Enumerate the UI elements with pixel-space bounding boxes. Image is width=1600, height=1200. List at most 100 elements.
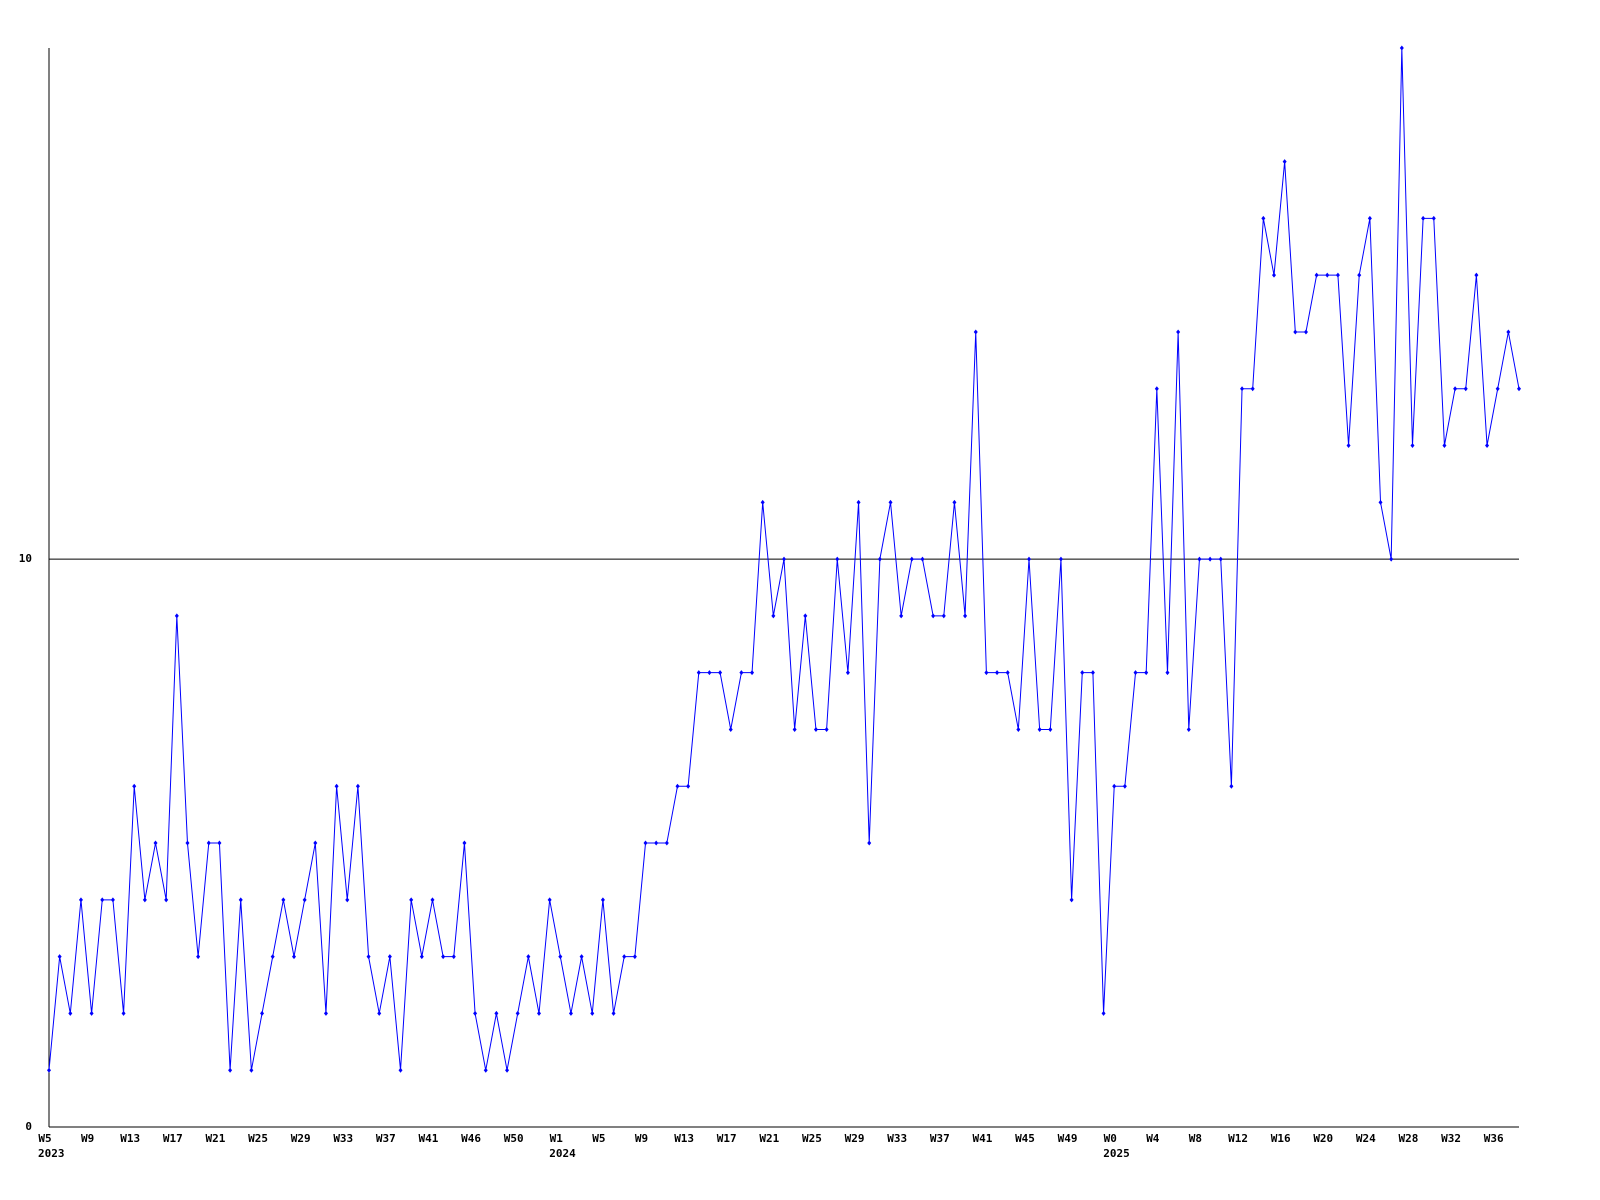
point [228,1067,233,1073]
point [164,897,169,903]
point [920,556,925,562]
x-tick-label: W45 [1015,1132,1035,1145]
point [281,897,286,903]
x-tick-label: W49 [1058,1132,1078,1145]
point [835,556,840,562]
point [1005,670,1010,676]
point [973,329,978,335]
point [142,897,147,903]
point [718,670,723,676]
point [1399,45,1404,51]
point [1293,329,1298,335]
x-tick-label: W8 [1189,1132,1202,1145]
x-tick-label: W29 [845,1132,865,1145]
point [249,1067,254,1073]
point [664,840,669,846]
point [494,1010,499,1016]
point [931,613,936,619]
point [89,1010,94,1016]
x-year-label: 2024 [549,1147,576,1160]
x-tick-label: W9 [81,1132,94,1145]
point [1048,726,1053,732]
point [963,613,968,619]
point [1144,670,1149,676]
point [1389,556,1394,562]
x-year-label: 2023 [38,1147,65,1160]
point [238,897,243,903]
point [1261,215,1266,221]
point [782,556,786,562]
point [132,783,137,789]
point [302,897,307,903]
point [1122,783,1127,789]
point [654,840,659,846]
x-tick-label: W13 [120,1132,140,1145]
point [1314,272,1319,278]
point [121,1010,126,1016]
point [1410,443,1415,449]
point [995,670,1000,676]
point [856,499,861,505]
point [568,1010,573,1016]
point [292,954,296,960]
point [877,556,882,562]
point [1240,386,1245,392]
point [1027,556,1031,562]
point [1303,329,1308,335]
point [473,1010,478,1016]
x-tick-label: W33 [333,1132,353,1145]
point [760,499,765,505]
point [174,613,179,619]
point [824,726,829,732]
point [952,499,957,505]
point [1112,783,1117,789]
point [387,954,392,960]
x-tick-label: W21 [759,1132,779,1145]
x-tick-label: W32 [1441,1132,1461,1145]
point [1133,670,1138,676]
point [78,897,83,903]
point [1218,556,1223,562]
point [1154,386,1159,392]
point [409,897,414,903]
x-tick-label: W4 [1146,1132,1160,1145]
x-tick-label: W13 [674,1132,694,1145]
point [590,1010,595,1016]
point [1080,670,1085,676]
point [57,954,62,960]
x-tick-label: W17 [717,1132,737,1145]
point [1325,272,1330,278]
point [441,954,446,960]
point [984,670,989,676]
point [899,613,904,619]
point [483,1067,488,1073]
x-tick-label: W0 [1104,1132,1117,1145]
point [845,670,850,676]
point [1016,726,1021,732]
point [1463,386,1468,392]
point [1165,670,1170,676]
point [1037,726,1042,732]
point [739,670,744,676]
point [68,1010,73,1016]
point [1272,272,1276,278]
point [355,783,360,789]
point [728,726,733,732]
point [1517,386,1521,392]
point [611,1010,616,1016]
point [643,840,648,846]
point [196,954,201,960]
point [1229,783,1234,789]
point [345,897,350,903]
point [1431,215,1436,221]
x-year-label: 2025 [1103,1147,1130,1160]
point [686,783,691,789]
point [451,954,456,960]
x-tick-label: W25 [248,1132,268,1145]
point [366,954,371,960]
x-tick-label: W25 [802,1132,822,1145]
point [334,783,339,789]
x-tick-label: W46 [461,1132,481,1145]
point [398,1067,403,1073]
